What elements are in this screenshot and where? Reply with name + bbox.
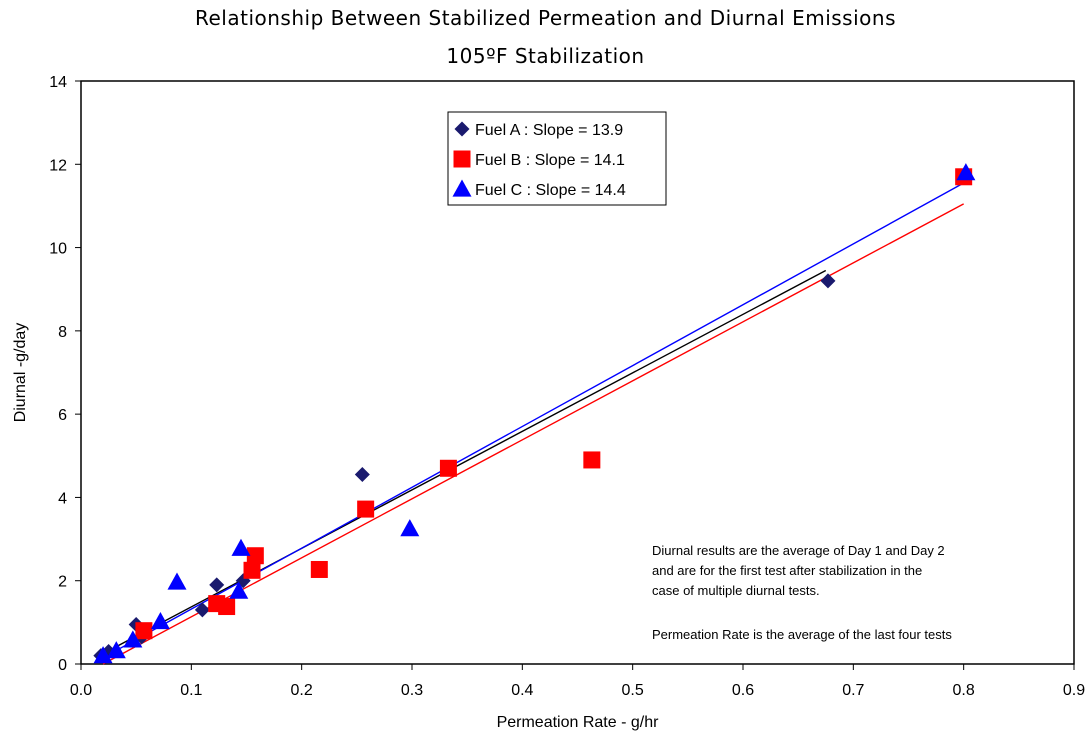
- fuel-b-point: [243, 561, 261, 579]
- y-axis-label: Diurnal -g/day: [12, 323, 29, 423]
- fuel-b-point: [135, 622, 153, 640]
- fuel-c-point: [400, 519, 420, 537]
- fuel-c-point: [167, 572, 187, 590]
- fit-line-a: [100, 269, 827, 656]
- fuel-c-point: [229, 581, 249, 599]
- y-tick-label: 10: [49, 241, 67, 258]
- y-tick-label: 8: [58, 324, 67, 341]
- x-axis-label: Permeation Rate - g/hr: [497, 714, 660, 731]
- note-stabilization-line: Diurnal results are the average of Day 1…: [652, 543, 945, 558]
- x-tick-label: 0.8: [953, 682, 975, 699]
- fuel-b-point: [310, 560, 328, 578]
- x-tick-label: 0.6: [732, 682, 754, 699]
- chart-title: Relationship Between Stabilized Permeati…: [195, 6, 896, 30]
- note-stabilization-line: and are for the first test after stabili…: [652, 563, 922, 578]
- fuel-b-point: [218, 598, 236, 616]
- legend-box: [447, 111, 667, 206]
- fuel-a-point: [209, 577, 225, 593]
- x-tick-label: 0.0: [70, 682, 92, 699]
- fuel-b-point: [246, 547, 264, 565]
- fit-line-b: [102, 203, 964, 665]
- legend-label-fuel-a: Fuel A : Slope = 13.9: [475, 122, 623, 139]
- y-tick-label: 2: [58, 574, 67, 591]
- plot-area: [80, 80, 1075, 665]
- fuel-c-point: [956, 163, 976, 181]
- fit-line-c: [102, 182, 965, 659]
- fuel-a-point: [194, 602, 210, 618]
- y-tick-label: 4: [58, 490, 67, 507]
- note-permeation-line: Permeation Rate is the average of the la…: [652, 627, 952, 642]
- fuel-c-point: [123, 630, 143, 648]
- y-tick-label: 6: [58, 407, 67, 424]
- fuel-c-point: [150, 612, 170, 630]
- x-tick-label: 0.7: [842, 682, 864, 699]
- x-tick-label: 0.1: [180, 682, 202, 699]
- legend-marker-fuel-c: [452, 179, 472, 197]
- fuel-b-point: [583, 451, 601, 469]
- legend-label-fuel-b: Fuel B : Slope = 14.1: [475, 152, 625, 169]
- x-tick-label: 0.3: [401, 682, 423, 699]
- fuel-b-point: [439, 459, 457, 477]
- y-tick-label: 0: [58, 657, 67, 674]
- fuel-b-point: [357, 500, 375, 518]
- fuel-a-point: [820, 273, 836, 289]
- legend-label-fuel-c: Fuel C : Slope = 14.4: [475, 182, 626, 199]
- x-tick-label: 0.4: [511, 682, 533, 699]
- x-tick-label: 0.2: [291, 682, 313, 699]
- note-stabilization-line: case of multiple diurnal tests.: [652, 583, 820, 598]
- y-tick-label: 14: [49, 74, 67, 91]
- legend-marker-fuel-a: [454, 121, 470, 137]
- fuel-c-point: [106, 641, 126, 659]
- y-tick-label: 12: [49, 157, 67, 174]
- legend-marker-fuel-b: [453, 150, 471, 168]
- x-tick-label: 0.5: [622, 682, 644, 699]
- fuel-c-point: [231, 538, 251, 556]
- x-tick-label: 0.9: [1063, 682, 1085, 699]
- fuel-a-point: [354, 467, 370, 483]
- fuel-c-point: [93, 646, 113, 664]
- chart-subtitle: 105ºF Stabilization: [446, 44, 645, 68]
